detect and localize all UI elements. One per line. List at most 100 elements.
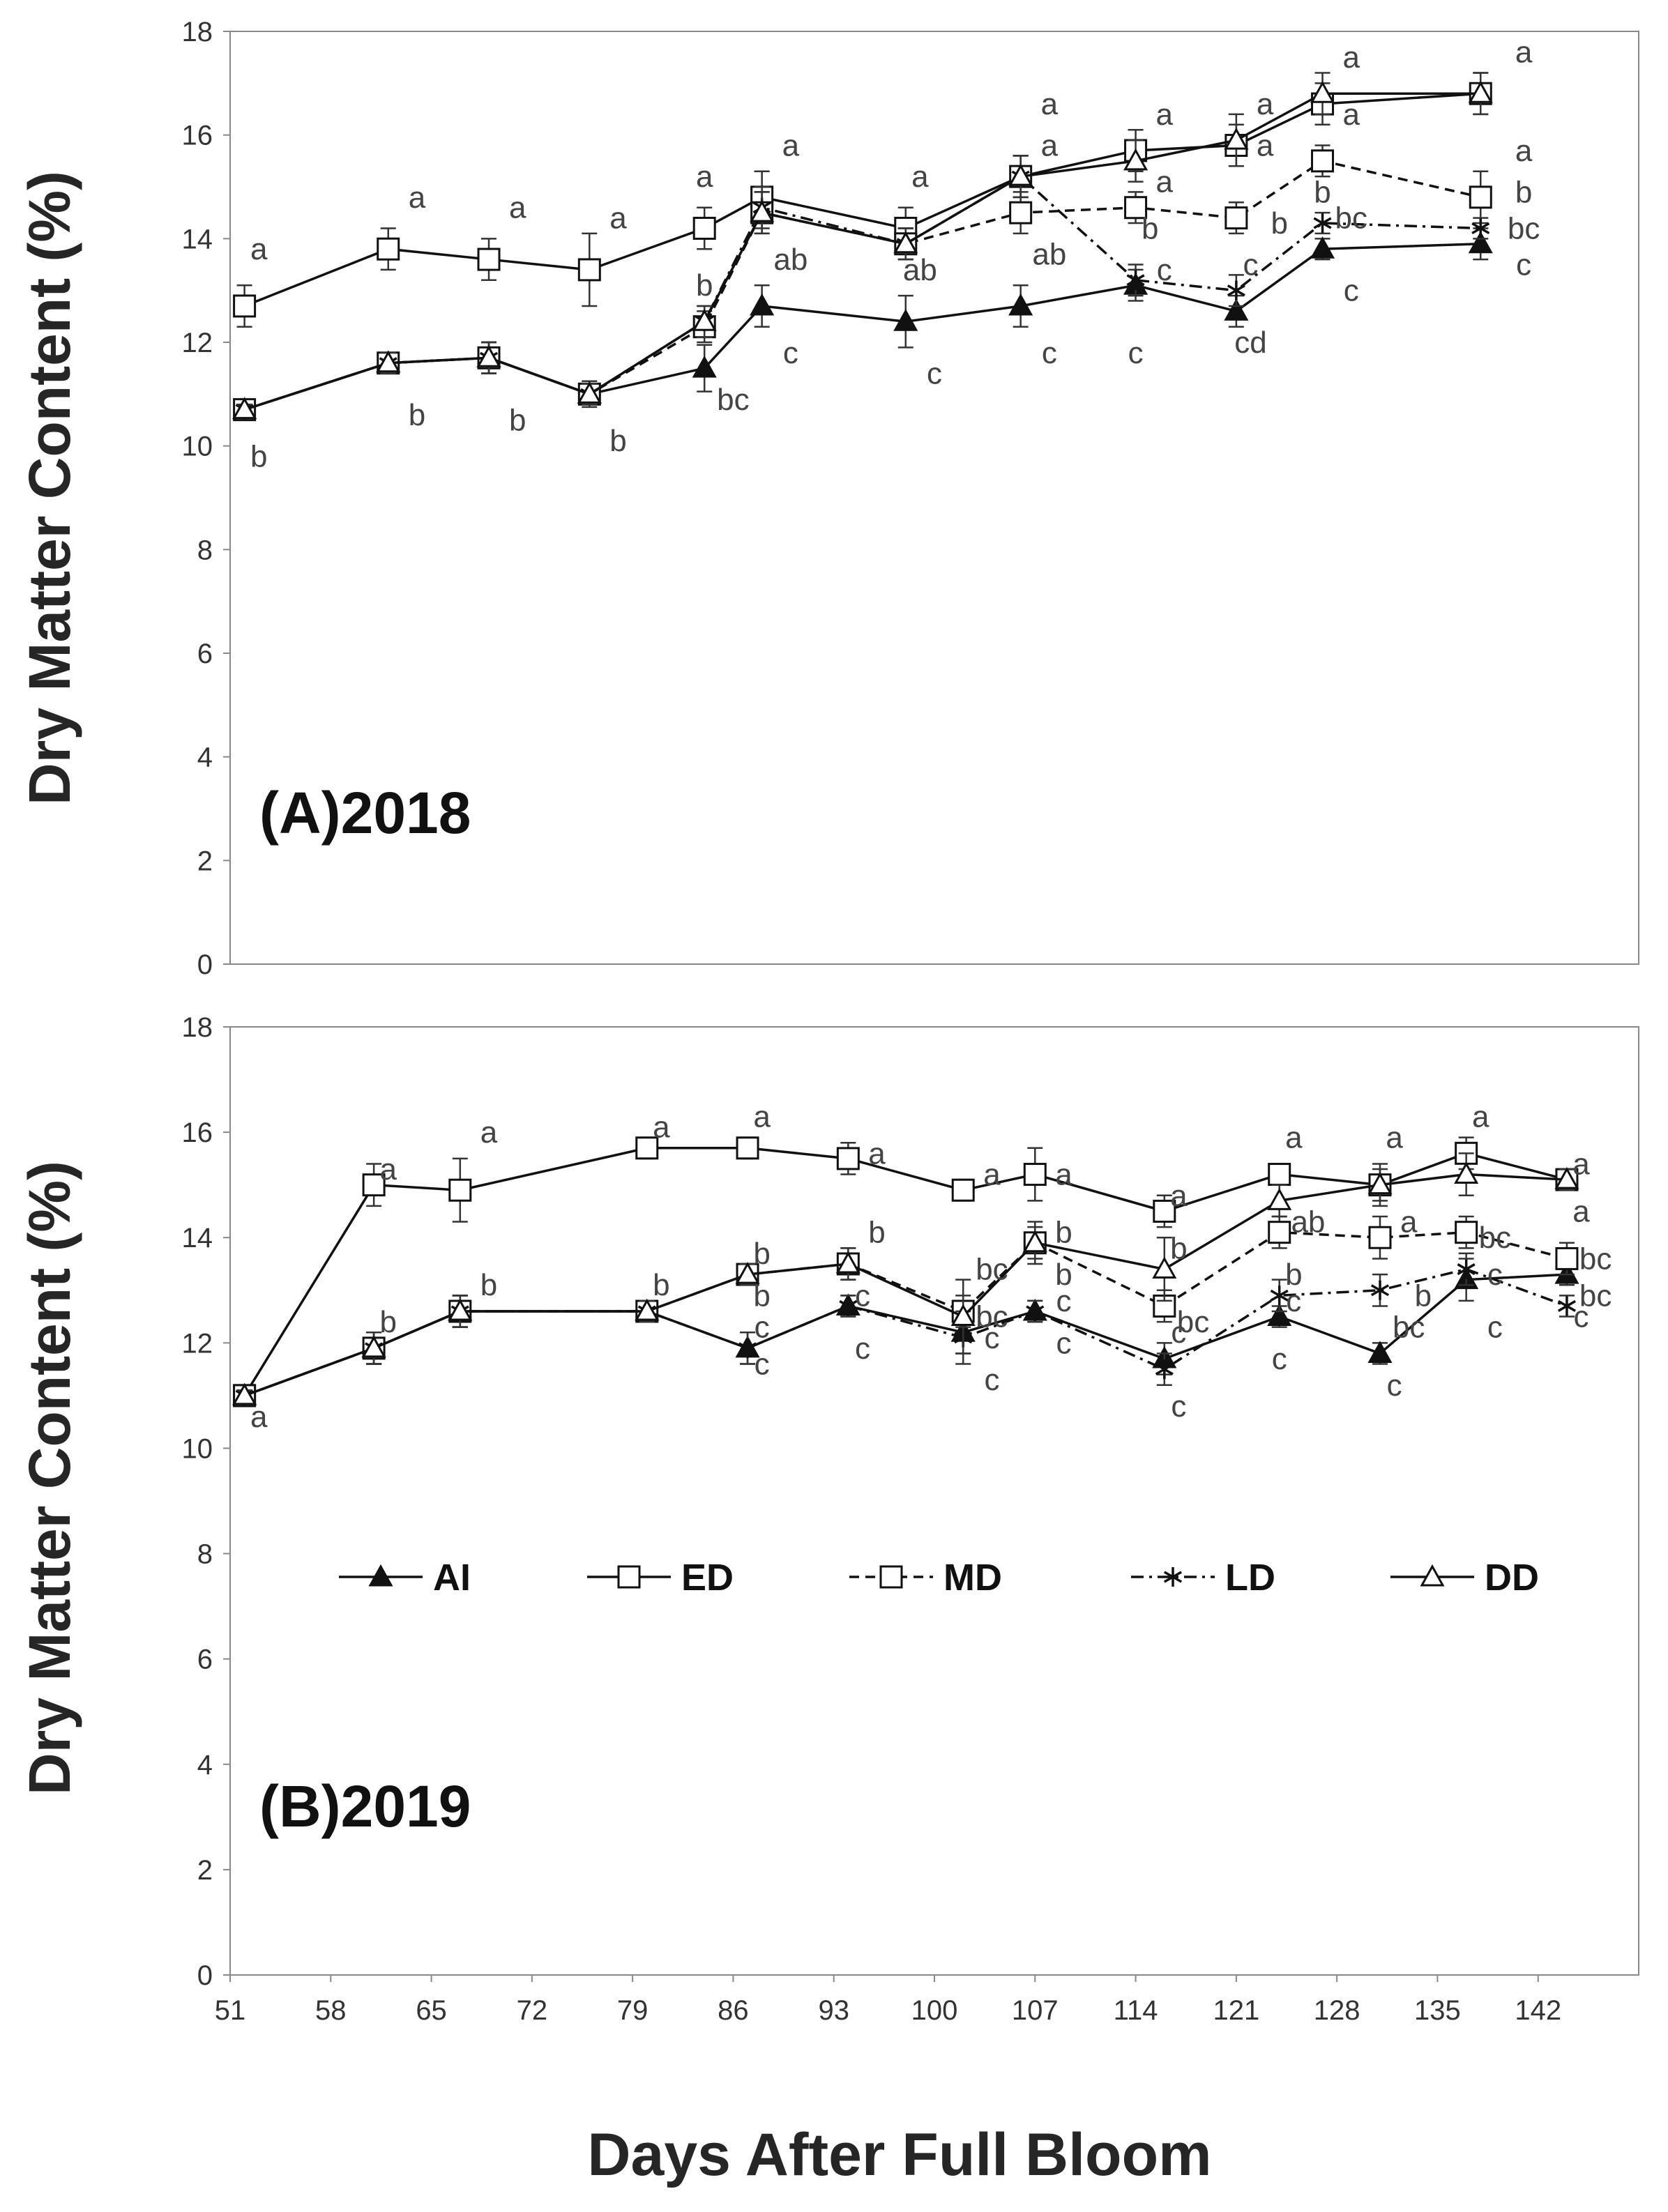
significance-label: a xyxy=(1386,1121,1403,1155)
significance-label: a xyxy=(1257,87,1274,121)
data-point-dd xyxy=(448,1298,473,1321)
y-tick-label: 16 xyxy=(182,121,213,151)
significance-label: a xyxy=(1343,40,1360,75)
series-line-ai xyxy=(244,243,1481,411)
significance-label: b xyxy=(409,398,425,432)
significance-label: ab xyxy=(1291,1205,1325,1240)
significance-label: bc xyxy=(1177,1305,1209,1339)
series-line-md xyxy=(244,159,1481,411)
data-point-ai xyxy=(1367,1341,1393,1363)
significance-label: b xyxy=(609,424,626,458)
data-point-ld xyxy=(1155,1359,1174,1380)
significance-label: bc xyxy=(976,1300,1008,1334)
significance-label: c xyxy=(783,336,798,370)
data-point-ai xyxy=(1468,231,1493,254)
significance-label: b xyxy=(1515,175,1532,209)
data-point-ld xyxy=(1227,280,1245,300)
significance-label: b xyxy=(250,440,267,474)
y-tick-label: 6 xyxy=(197,1645,213,1675)
significance-label: bc xyxy=(1335,201,1367,236)
significance-label: b xyxy=(1314,175,1330,209)
chart-panel-2018: 024681012141618(A)2018abababababbcaabcaa… xyxy=(182,17,1639,980)
legend-marker-ed xyxy=(617,1565,641,1589)
y-tick-label: 16 xyxy=(182,1118,213,1148)
significance-label: bc xyxy=(976,1253,1008,1287)
significance-label: a xyxy=(609,201,627,236)
data-point-dd xyxy=(1008,164,1033,186)
series-line-ai xyxy=(244,1273,1568,1397)
data-point-ai xyxy=(893,309,918,331)
data-point-ai xyxy=(750,293,775,316)
legend-marker-ld xyxy=(1163,1567,1183,1587)
significance-label: a xyxy=(480,1115,498,1150)
data-point-ed xyxy=(1023,1163,1047,1187)
significance-label: bc xyxy=(1479,1221,1511,1255)
data-point-dd xyxy=(1454,1161,1479,1184)
data-point-ed xyxy=(1268,1163,1291,1187)
legend-item-ld: LD xyxy=(1131,1557,1275,1599)
data-point-dd xyxy=(635,1298,660,1321)
significance-label: c xyxy=(855,1279,870,1313)
significance-label: a xyxy=(250,232,268,266)
legend-item-md: MD xyxy=(849,1557,1002,1599)
y-tick-label: 18 xyxy=(182,17,213,47)
significance-label: a xyxy=(1400,1205,1418,1240)
data-point-dd xyxy=(692,309,717,331)
legend-marker-dd xyxy=(1420,1564,1445,1587)
significance-label: c xyxy=(1128,336,1144,370)
significance-label: b xyxy=(1055,1258,1072,1292)
data-point-ed xyxy=(635,1136,659,1160)
significance-label: a xyxy=(1257,129,1274,163)
data-point-dd xyxy=(1367,1172,1393,1195)
series-md xyxy=(233,1215,1579,1408)
significance-label: c xyxy=(1056,1284,1072,1318)
significance-label: c xyxy=(1042,336,1057,370)
y-tick-label: 2 xyxy=(197,846,213,876)
significance-label: a xyxy=(911,160,929,194)
y-axis-label-2019: Dry Matter Content (%) xyxy=(17,1161,82,1795)
x-tick-label: 100 xyxy=(911,1995,958,2026)
data-point-ld xyxy=(1270,1286,1289,1306)
significance-label: b xyxy=(1055,1216,1072,1250)
significance-label: a xyxy=(1515,36,1533,70)
data-point-ld xyxy=(1026,1302,1045,1321)
legend: AI ED MD LD DD xyxy=(339,1557,1539,1599)
series-line-ld xyxy=(244,1267,1568,1397)
y-axis-label-2018: Dry Matter Content (%) xyxy=(17,171,82,805)
data-point-ai xyxy=(1008,293,1033,316)
data-point-dd xyxy=(232,397,257,420)
data-point-ld xyxy=(738,1338,757,1358)
significance-label: c xyxy=(1516,248,1531,282)
y-tick-label: 12 xyxy=(182,328,213,358)
significance-label: c xyxy=(984,1363,999,1397)
data-point-ld xyxy=(1313,213,1332,234)
significance-label: b xyxy=(1415,1279,1432,1313)
significance-label: a xyxy=(1572,1194,1590,1228)
y-tick-label: 10 xyxy=(182,432,213,462)
data-point-dd xyxy=(735,1262,760,1284)
significance-label: b xyxy=(1170,1231,1187,1265)
data-point-ld xyxy=(1457,1259,1476,1279)
significance-label: bc xyxy=(1579,1279,1612,1313)
data-point-ai xyxy=(1267,1304,1292,1327)
y-tick-label: 14 xyxy=(182,224,213,254)
data-point-md xyxy=(1368,1226,1392,1249)
legend-label: LD xyxy=(1225,1557,1275,1599)
significance-label: b xyxy=(696,268,713,303)
significance-label: a xyxy=(653,1111,670,1145)
x-tick-label: 58 xyxy=(315,1995,347,2026)
significance-label: c xyxy=(1243,248,1258,282)
significance-label: c xyxy=(1272,1342,1287,1376)
data-point-md xyxy=(1469,185,1492,209)
y-tick-label: 8 xyxy=(197,535,213,565)
data-point-ed xyxy=(692,216,716,240)
data-point-ed xyxy=(377,237,400,261)
significance-label: bc xyxy=(1579,1242,1612,1276)
significance-label: a xyxy=(1515,134,1533,168)
data-point-dd xyxy=(750,200,775,222)
significance-label: c xyxy=(1344,274,1359,308)
legend-marker-ai xyxy=(368,1564,393,1587)
data-point-dd xyxy=(376,350,401,373)
significance-label: a xyxy=(1285,1121,1303,1155)
data-point-ed xyxy=(233,294,257,318)
